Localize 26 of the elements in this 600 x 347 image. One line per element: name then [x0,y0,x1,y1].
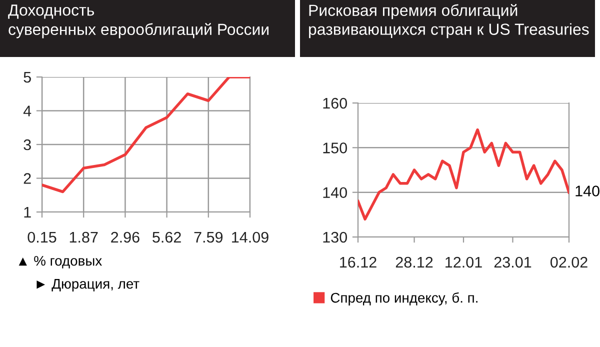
y-tick-label: 160 [323,98,347,109]
legend-label: Спред по индексу, б. п. [330,292,478,306]
y-tick-label: 3 [24,139,31,150]
x-tick-label: 16.12 [340,256,376,268]
x-tick-label: 5.62 [152,232,181,243]
y-tick-label: 130 [323,232,347,243]
x-axis-title: ► Дюрация, лет [36,279,140,292]
x-tick-label: 12.01 [446,256,482,268]
annotation: 140 [576,186,600,196]
y-tick-label: 2 [24,173,31,184]
x-tick-label: 02.02 [550,256,588,268]
x-tick-label: 2.96 [111,232,140,243]
y-tick-label: 140 [323,187,347,198]
x-tick-label: 1.87 [70,232,98,243]
x-tick-label: 23.01 [494,256,532,268]
x-tick-label: 0.15 [28,232,56,243]
x-tick-label: 14.09 [232,232,268,243]
y-tick-label: 1 [24,207,31,218]
y-tick-label: 5 [24,72,31,83]
chart-title: Рисковая премия облигаций развивающихся стран к US Treasuries [309,4,589,38]
x-tick-label: 7.59 [194,232,223,243]
y-axis-title: ▲ % годовых [18,256,102,268]
y-tick-label: 4 [23,106,32,116]
y-tick-label: 150 [323,142,347,154]
x-tick-label: 28.12 [396,256,433,268]
chart-title: Доходность суверенных еврооблигаций России [8,4,268,38]
